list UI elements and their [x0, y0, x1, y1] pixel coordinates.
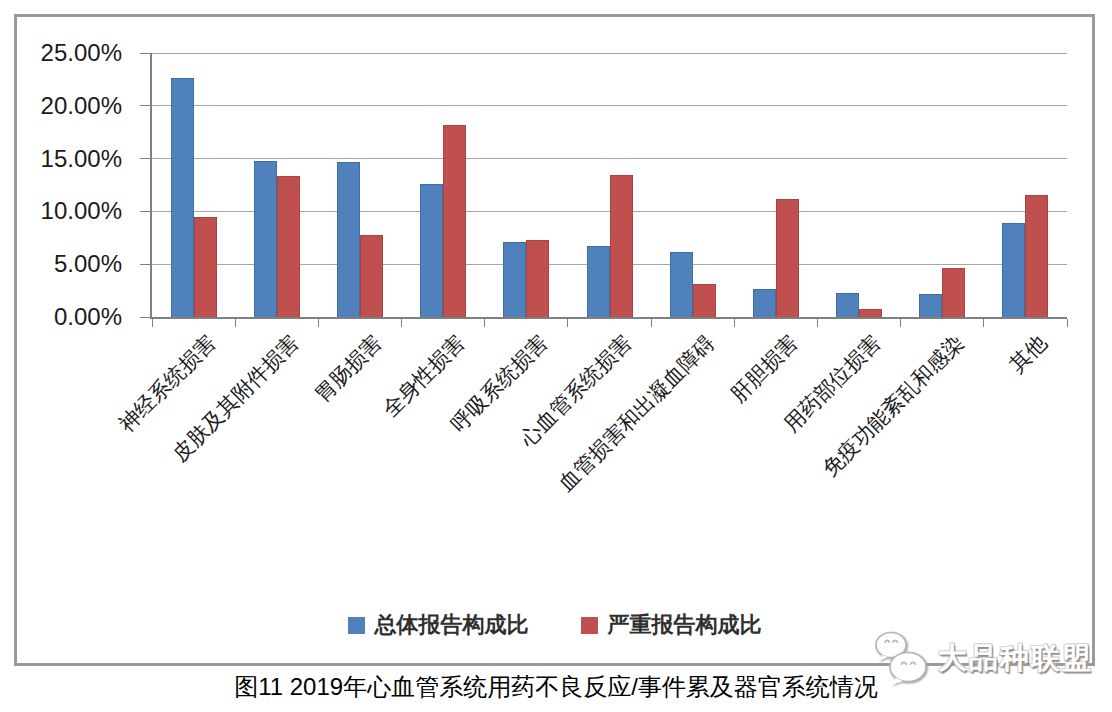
y-axis-label: 0.00%: [54, 303, 122, 331]
bar-overall: [503, 242, 526, 317]
x-axis-tick: [734, 319, 735, 327]
bar-overall: [753, 289, 776, 317]
x-axis-tick: [152, 319, 153, 327]
y-axis-label: 25.00%: [41, 39, 122, 67]
legend-swatch-red-icon: [581, 617, 598, 634]
bar-overall: [836, 293, 859, 317]
x-axis-label: 血管损害和出凝血障碍: [552, 329, 720, 497]
bar-serious: [1025, 195, 1048, 317]
legend-swatch-blue-icon: [348, 617, 365, 634]
bar-overall: [1002, 223, 1025, 317]
bar-serious: [526, 240, 549, 317]
bar-overall: [171, 78, 194, 317]
bar-serious: [859, 309, 882, 317]
x-axis-label: 胃肠损害: [309, 329, 388, 408]
bar-serious: [443, 125, 466, 317]
x-axis-tick: [235, 319, 236, 327]
x-axis-tick: [401, 319, 402, 327]
x-axis-tick: [983, 319, 984, 327]
x-axis-label: 免疫功能紊乱和感染: [817, 329, 970, 482]
x-axis-tick: [900, 319, 901, 327]
watermark: 大品种联盟: [870, 630, 1093, 688]
bar-serious: [942, 268, 965, 317]
legend-label-overall: 总体报告构成比: [375, 610, 529, 640]
legend-item-serious: 严重报告构成比: [581, 610, 762, 640]
y-axis-tick: [140, 211, 150, 212]
bar-overall: [337, 162, 360, 317]
y-axis-tick: [140, 105, 150, 106]
y-axis-tick: [140, 158, 150, 159]
x-axis-tick: [1067, 319, 1068, 327]
y-axis-label: 5.00%: [54, 250, 122, 278]
wechat-chat-bubbles-icon: [870, 630, 934, 688]
bar-serious: [360, 235, 383, 317]
y-axis-tick: [140, 317, 150, 318]
bar-serious: [610, 175, 633, 318]
y-axis-tick: [140, 53, 150, 54]
gridline-20: [152, 105, 1067, 106]
bar-overall: [420, 184, 443, 317]
x-axis-tick: [318, 319, 319, 327]
x-axis-tick: [567, 319, 568, 327]
legend-item-overall: 总体报告构成比: [348, 610, 529, 640]
bar-serious: [277, 176, 300, 317]
gridline-15: [152, 158, 1067, 159]
x-axis-tick: [484, 319, 485, 327]
y-axis-label: 15.00%: [41, 145, 122, 173]
plot-area: 0.00%5.00%10.00%15.00%20.00%25.00%神经系统损害…: [150, 53, 1067, 319]
y-axis-tick: [140, 264, 150, 265]
x-axis-tick: [817, 319, 818, 327]
y-axis-label: 20.00%: [41, 92, 122, 120]
chart-frame: 0.00%5.00%10.00%15.00%20.00%25.00%神经系统损害…: [14, 14, 1095, 666]
bar-overall: [587, 246, 610, 317]
bar-overall: [670, 252, 693, 317]
x-axis-label: 肝胆损害: [724, 329, 803, 408]
figure-page: 0.00%5.00%10.00%15.00%20.00%25.00%神经系统损害…: [0, 0, 1112, 712]
gridline-25: [152, 53, 1067, 54]
bar-serious: [194, 217, 217, 317]
bar-serious: [693, 284, 716, 317]
y-axis-label: 10.00%: [41, 197, 122, 225]
watermark-text: 大品种联盟: [938, 639, 1093, 679]
bar-overall: [254, 161, 277, 317]
legend-label-serious: 严重报告构成比: [608, 610, 762, 640]
x-axis-tick: [651, 319, 652, 327]
bar-serious: [776, 199, 799, 317]
bar-overall: [919, 294, 942, 317]
x-axis-label: 其他: [1004, 329, 1053, 378]
